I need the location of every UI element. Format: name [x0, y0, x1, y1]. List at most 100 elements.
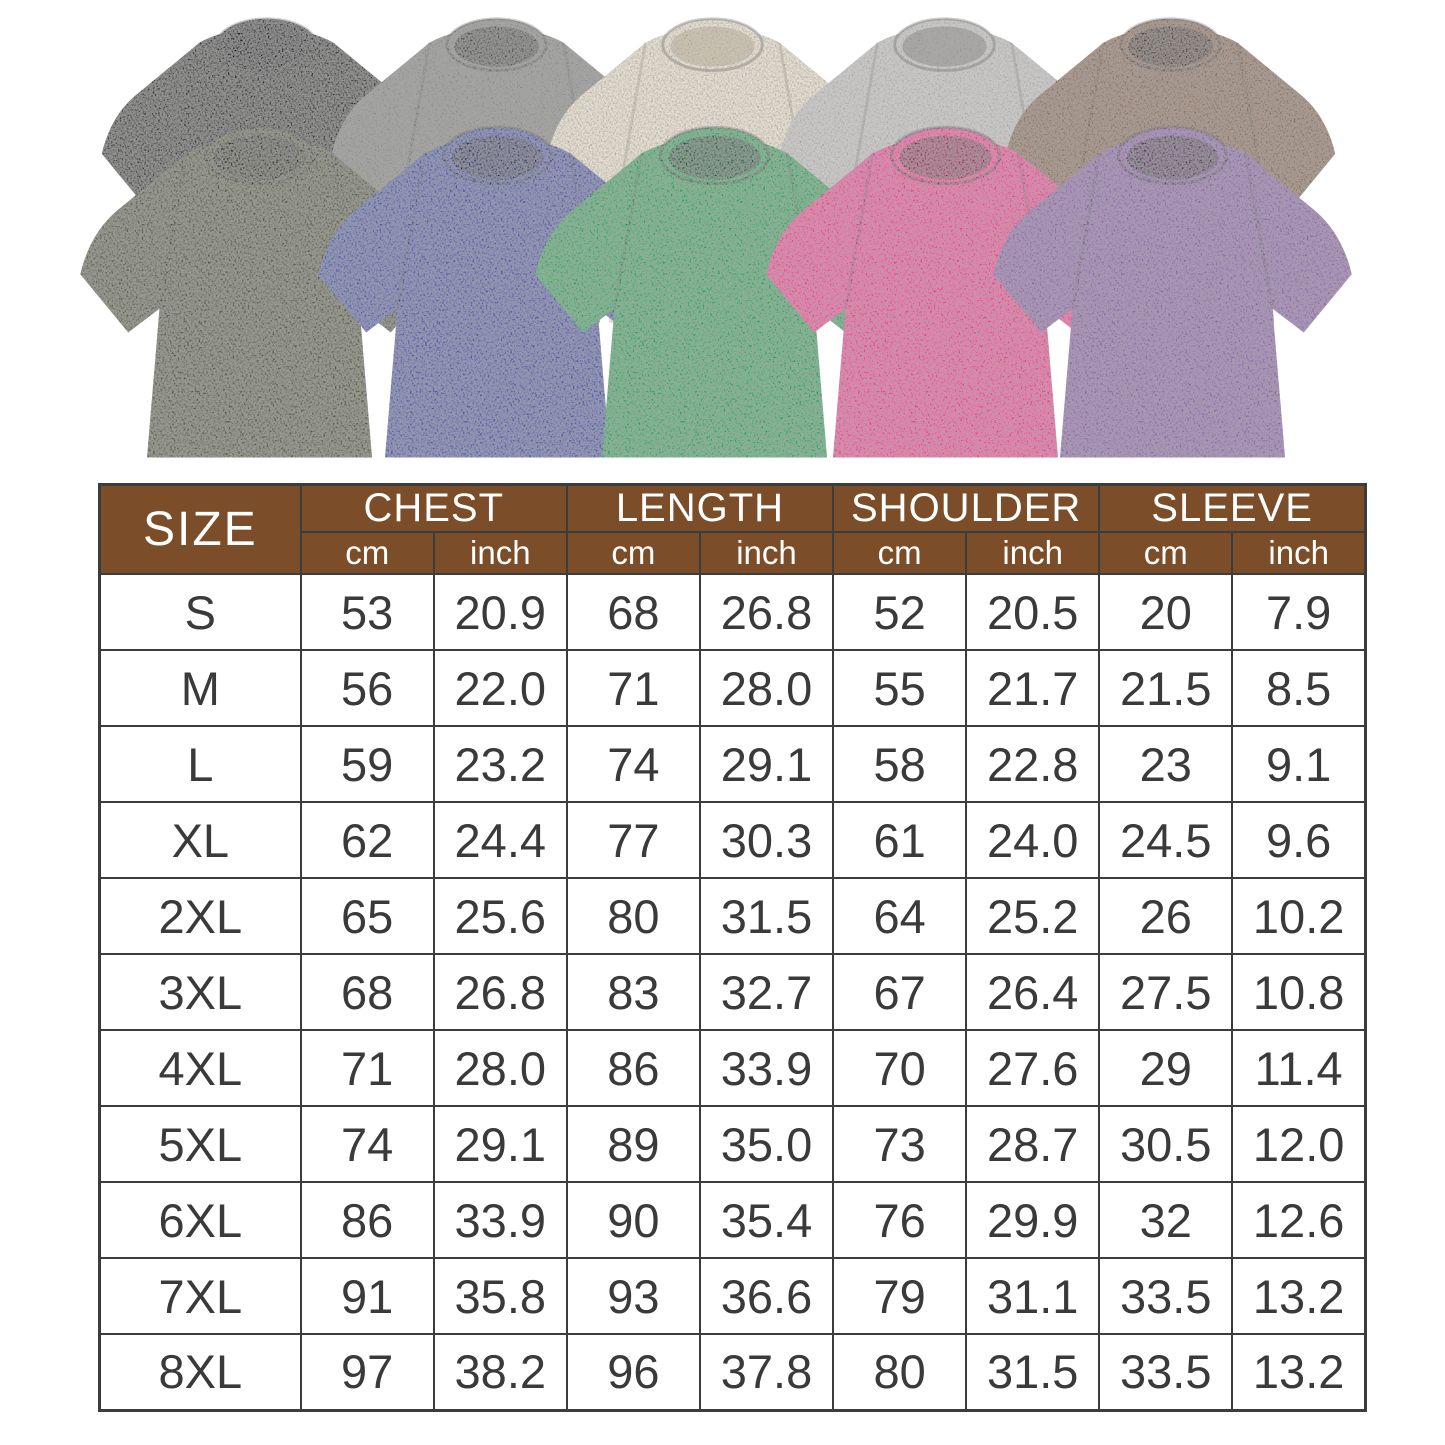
tshirt-neck-opening — [668, 135, 761, 180]
table-cell: 62 — [299, 801, 435, 879]
table-cell: 77 — [565, 801, 701, 879]
tshirt-neck-opening — [213, 135, 306, 180]
table-cell: 31.5 — [698, 877, 835, 955]
table-row: 6XL 86 33.9 90 35.4 76 29.9 32 12.6 — [98, 1181, 1367, 1259]
table-cell: 32.7 — [698, 953, 835, 1031]
tshirt-purple — [993, 125, 1352, 458]
table-cell: 30.3 — [698, 801, 835, 879]
tshirt-neck-opening — [1126, 135, 1219, 180]
table-cell: 24.4 — [432, 801, 568, 879]
table-cell: 76 — [832, 1181, 968, 1259]
table-cell: 25.2 — [965, 877, 1101, 955]
size-label: 6XL — [98, 1181, 302, 1259]
chest-group-header: CHEST — [299, 483, 568, 533]
table-cell: 91 — [299, 1257, 435, 1335]
size-label: L — [98, 725, 302, 803]
table-cell: 70 — [832, 1029, 968, 1107]
table-cell: 10.2 — [1231, 877, 1367, 955]
tshirt-neck-opening — [899, 135, 992, 180]
table-cell: 31.1 — [965, 1257, 1101, 1335]
table-cell: 71 — [299, 1029, 435, 1107]
unit-header: cm — [832, 531, 968, 575]
table-cell: 90 — [565, 1181, 701, 1259]
table-cell: 20.5 — [965, 573, 1101, 651]
table-cell: 80 — [565, 877, 701, 955]
unit-header: cm — [1098, 531, 1234, 575]
table-cell: 26.4 — [965, 953, 1101, 1031]
table-cell: 28.0 — [698, 649, 835, 727]
table-cell: 73 — [832, 1105, 968, 1183]
table-cell: 23 — [1098, 725, 1234, 803]
table-cell: 97 — [299, 1333, 435, 1411]
table-cell: 8.5 — [1231, 649, 1367, 727]
table-row: 7XL 91 35.8 93 36.6 79 31.1 33.5 13.2 — [98, 1257, 1367, 1335]
table-cell: 58 — [832, 725, 968, 803]
table-cell: 24.5 — [1098, 801, 1234, 879]
table-cell: 13.2 — [1231, 1257, 1367, 1335]
unit-header: inch — [432, 531, 568, 575]
table-cell: 86 — [299, 1181, 435, 1259]
size-label: 4XL — [98, 1029, 302, 1107]
table-cell: 33.9 — [432, 1181, 568, 1259]
table-cell: 35.0 — [698, 1105, 835, 1183]
table-cell: 80 — [832, 1333, 968, 1411]
table-cell: 33.5 — [1098, 1333, 1234, 1411]
table-cell: 22.0 — [432, 649, 568, 727]
table-cell: 33.5 — [1098, 1257, 1234, 1335]
tshirt-gallery — [0, 0, 1445, 480]
header-group-row: SIZE CHEST LENGTH SHOULDER SLEEVE — [98, 483, 1367, 575]
table-cell: 56 — [299, 649, 435, 727]
table-cell: 21.5 — [1098, 649, 1234, 727]
table-cell: 7.9 — [1231, 573, 1367, 651]
table-cell: 61 — [832, 801, 968, 879]
table-cell: 11.4 — [1231, 1029, 1367, 1107]
tshirt-neck-opening — [451, 135, 544, 180]
table-row: 4XL 71 28.0 86 33.9 70 27.6 29 11.4 — [98, 1029, 1367, 1107]
size-label: 3XL — [98, 953, 302, 1031]
table-cell: 74 — [565, 725, 701, 803]
table-cell: 67 — [832, 953, 968, 1031]
length-group-header: LENGTH — [565, 483, 835, 533]
table-cell: 68 — [565, 573, 701, 651]
unit-header: cm — [299, 531, 435, 575]
table-cell: 28.7 — [965, 1105, 1101, 1183]
table-cell: 38.2 — [432, 1333, 568, 1411]
size-label: 5XL — [98, 1105, 302, 1183]
size-column-header: SIZE — [98, 483, 302, 575]
table-cell: 59 — [299, 725, 435, 803]
table-cell: 23.2 — [432, 725, 568, 803]
size-chart-table: SIZE CHEST LENGTH SHOULDER SLEEVE cm inc… — [98, 483, 1367, 1412]
table-row: 2XL 65 25.6 80 31.5 64 25.2 26 10.2 — [98, 877, 1367, 955]
table-cell: 27.5 — [1098, 953, 1234, 1031]
table-cell: 12.6 — [1231, 1181, 1367, 1259]
table-cell: 33.9 — [698, 1029, 835, 1107]
table-cell: 26.8 — [432, 953, 568, 1031]
table-cell: 21.7 — [965, 649, 1101, 727]
table-cell: 24.0 — [965, 801, 1101, 879]
unit-header: inch — [965, 531, 1101, 575]
size-label: XL — [98, 801, 302, 879]
table-cell: 26 — [1098, 877, 1234, 955]
table-row: 8XL 97 38.2 96 37.8 80 31.5 33.5 13.2 — [98, 1333, 1367, 1411]
table-cell: 28.0 — [432, 1029, 568, 1107]
table-cell: 55 — [832, 649, 968, 727]
table-cell: 12.0 — [1231, 1105, 1367, 1183]
table-row: XL 62 24.4 77 30.3 61 24.0 24.5 9.6 — [98, 801, 1367, 879]
table-cell: 29.1 — [432, 1105, 568, 1183]
size-label: S — [98, 573, 302, 651]
table-cell: 86 — [565, 1029, 701, 1107]
table-cell: 83 — [565, 953, 701, 1031]
size-label: 2XL — [98, 877, 302, 955]
unit-header: cm — [565, 531, 701, 575]
table-cell: 89 — [565, 1105, 701, 1183]
table-cell: 68 — [299, 953, 435, 1031]
table-cell: 20.9 — [432, 573, 568, 651]
table-cell: 35.8 — [432, 1257, 568, 1335]
table-row: M 56 22.0 71 28.0 55 21.7 21.5 8.5 — [98, 649, 1367, 727]
table-cell: 53 — [299, 573, 435, 651]
table-cell: 9.6 — [1231, 801, 1367, 879]
tshirt-neck-opening — [224, 26, 309, 67]
shoulder-group-header: SHOULDER — [832, 483, 1101, 533]
table-cell: 22.8 — [965, 725, 1101, 803]
